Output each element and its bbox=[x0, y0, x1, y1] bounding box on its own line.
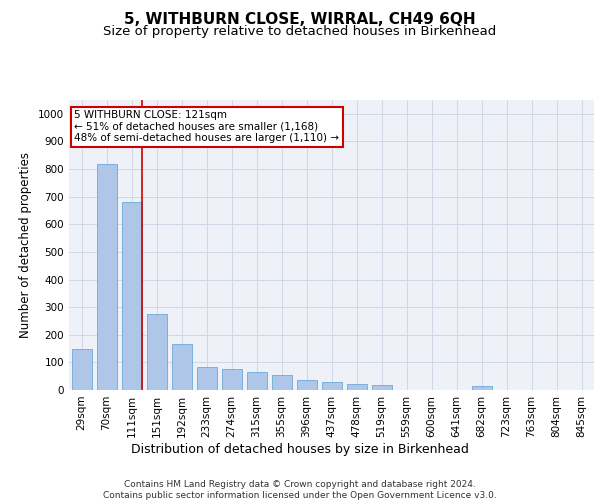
Text: Contains HM Land Registry data © Crown copyright and database right 2024.: Contains HM Land Registry data © Crown c… bbox=[124, 480, 476, 489]
Text: Distribution of detached houses by size in Birkenhead: Distribution of detached houses by size … bbox=[131, 442, 469, 456]
Text: 5, WITHBURN CLOSE, WIRRAL, CH49 6QH: 5, WITHBURN CLOSE, WIRRAL, CH49 6QH bbox=[124, 12, 476, 28]
Bar bbox=[197, 367, 217, 390]
Bar bbox=[322, 382, 341, 390]
Bar bbox=[146, 314, 167, 390]
Text: Contains public sector information licensed under the Open Government Licence v3: Contains public sector information licen… bbox=[103, 491, 497, 500]
Bar bbox=[472, 386, 491, 390]
Text: 5 WITHBURN CLOSE: 121sqm
← 51% of detached houses are smaller (1,168)
48% of sem: 5 WITHBURN CLOSE: 121sqm ← 51% of detach… bbox=[74, 110, 339, 144]
Bar bbox=[271, 375, 292, 390]
Bar bbox=[172, 344, 191, 390]
Bar bbox=[296, 380, 317, 390]
Bar bbox=[347, 384, 367, 390]
Text: Size of property relative to detached houses in Birkenhead: Size of property relative to detached ho… bbox=[103, 25, 497, 38]
Bar bbox=[247, 372, 266, 390]
Bar bbox=[371, 385, 392, 390]
Bar bbox=[221, 370, 241, 390]
Bar bbox=[71, 349, 91, 390]
Y-axis label: Number of detached properties: Number of detached properties bbox=[19, 152, 32, 338]
Bar bbox=[97, 164, 116, 390]
Bar bbox=[121, 202, 142, 390]
